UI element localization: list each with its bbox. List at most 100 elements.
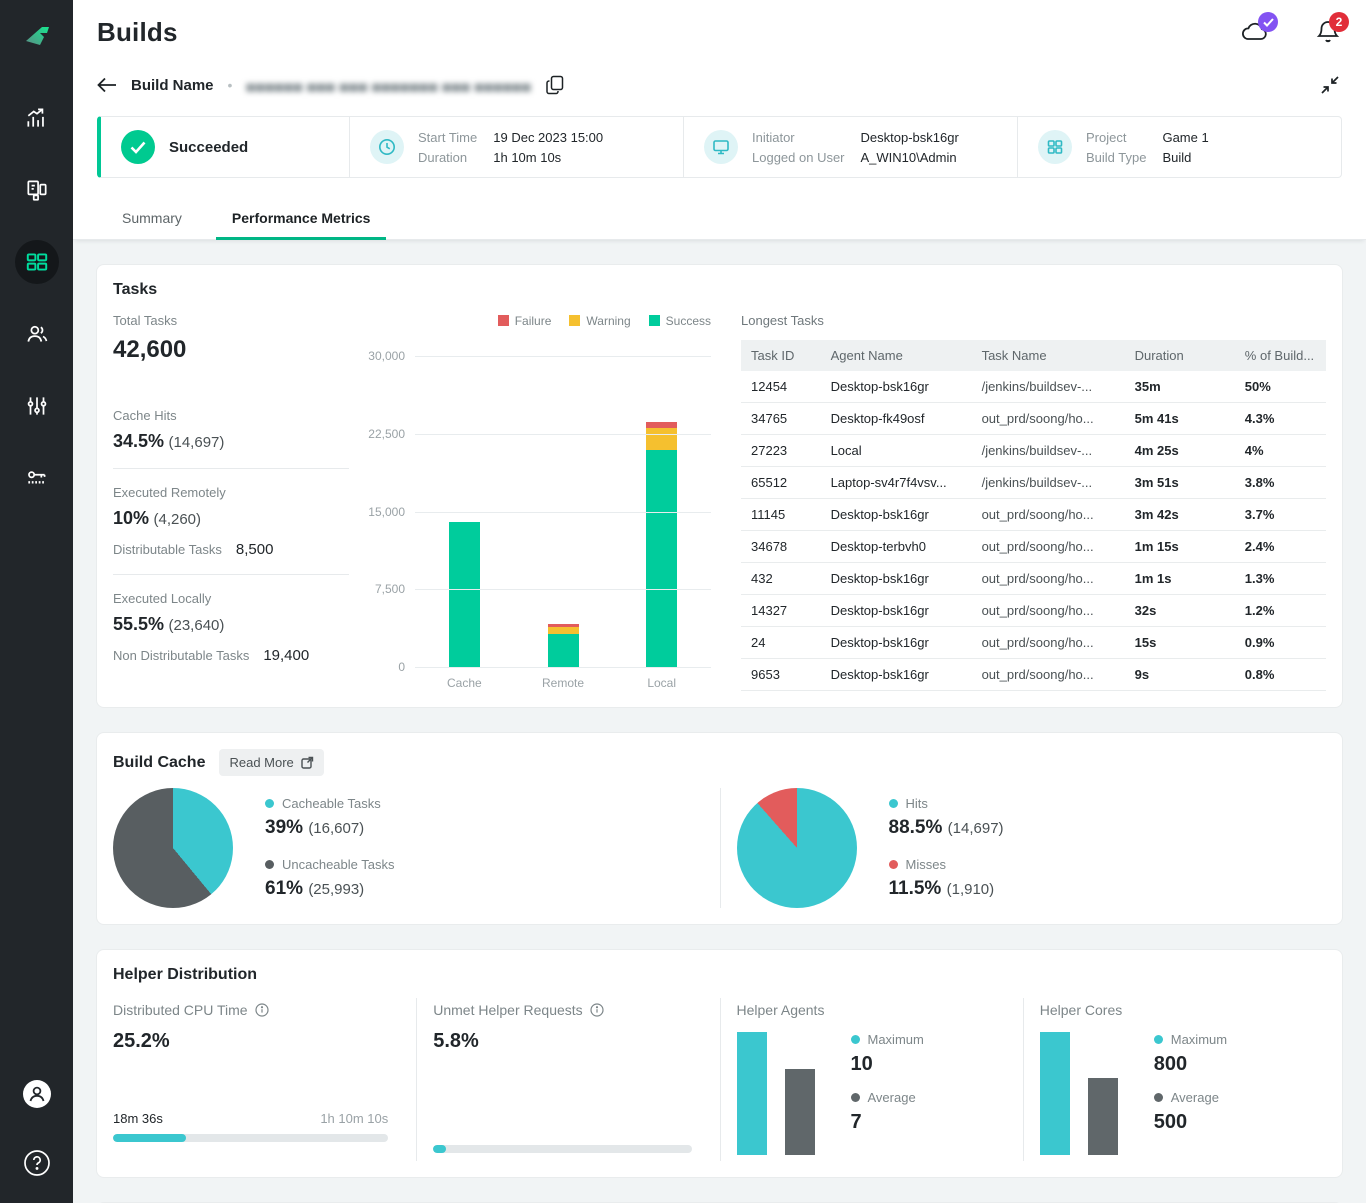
tab-performance-metrics[interactable]: Performance Metrics xyxy=(215,200,386,240)
y-tick-label: 30,000 xyxy=(368,349,405,363)
legend-dot xyxy=(888,860,898,869)
sidebar-nav xyxy=(14,96,59,500)
y-tick-label: 7,500 xyxy=(374,582,405,597)
cache-hits-pie-chart xyxy=(736,788,857,908)
bar-segment-success xyxy=(547,634,579,668)
tasks-bar-yaxis: 0 7,500 15,000 22,500 30,000 xyxy=(363,349,415,674)
cacheable-pie-chart xyxy=(113,788,233,908)
sidebar-item-analytics[interactable] xyxy=(15,96,59,140)
gridline xyxy=(415,356,711,357)
cpu-time-progress-bar xyxy=(113,1134,389,1142)
cell-id: 65512 xyxy=(741,466,821,499)
main-area: Builds xyxy=(73,0,1366,1203)
table-row[interactable]: 12454 Desktop-bsk16gr/jenkins/buildsev-..… xyxy=(741,371,1326,403)
table-row[interactable]: 11145 Desktop-bsk16gr out_prd/soong/ho... 3… xyxy=(741,498,1326,531)
unmet-requests-value: 5.8% xyxy=(433,1030,479,1052)
table-row[interactable]: 14327 Desktop-bsk16gr out_prd/soong/ho... 3… xyxy=(741,594,1326,627)
cell-agent: Desktop-bsk16gr xyxy=(820,658,972,691)
read-more-button[interactable]: Read More xyxy=(219,749,324,776)
table-row[interactable]: 34765 Desktop-fk49osf out_prd/soong/ho... 5… xyxy=(741,402,1326,435)
column-header-pct-of-build[interactable]: % of Build... xyxy=(1234,340,1326,371)
legend-dot xyxy=(850,1035,860,1044)
legend-pct: 11.5% xyxy=(888,878,942,899)
bar-segment-failure xyxy=(547,624,579,627)
separator-dot: • xyxy=(227,77,233,93)
legend-item-average: Average 7 xyxy=(850,1090,924,1134)
column-header-task-name[interactable]: Task Name xyxy=(971,340,1125,371)
legend-label: Hits xyxy=(905,796,928,811)
incredibuild-logo[interactable] xyxy=(0,0,73,72)
legend-item-failure: Failure xyxy=(497,314,551,328)
field-label: Logged on User xyxy=(752,149,845,165)
cell-pct: 0.8% xyxy=(1234,658,1326,691)
table-row[interactable]: 24 Desktop-bsk16gr out_prd/soong/ho... 15s 0… xyxy=(741,626,1326,659)
copy-icon[interactable] xyxy=(545,75,564,95)
bar-local[interactable]: Local xyxy=(612,357,711,690)
cell-duration: 1m 1s xyxy=(1124,562,1235,595)
legend-count: (14,697) xyxy=(947,820,1004,837)
longest-tasks-label: Longest Tasks xyxy=(741,313,824,328)
column-header-agent-name[interactable]: Agent Name xyxy=(820,340,972,371)
tab-summary[interactable]: Summary xyxy=(122,210,182,226)
table-row[interactable]: 27223 Local/jenkins/buildsev-... 4m 25s 4% xyxy=(741,434,1326,467)
legend-item-cacheable: Cacheable Tasks 39% (16,607) xyxy=(265,796,395,839)
cell-id: 34678 xyxy=(741,530,821,563)
distributed-cpu-block: Distributed CPU Time 25.2% 18m 36s 1h 10… xyxy=(113,998,416,1161)
notifications-button[interactable]: 2 xyxy=(1316,12,1349,45)
executed-remotely-count: (4,260) xyxy=(153,511,202,528)
legend-item-misses: Misses 11.5% (1,910) xyxy=(888,857,1004,900)
help-icon[interactable] xyxy=(23,1149,51,1177)
collapse-icon[interactable] xyxy=(1320,75,1340,95)
project-grid-icon xyxy=(1038,130,1072,164)
cell-agent: Desktop-bsk16gr xyxy=(820,371,972,403)
info-icon[interactable] xyxy=(254,1003,269,1017)
table-row[interactable]: 9653 Desktop-bsk16gr out_prd/soong/ho... 9s… xyxy=(741,658,1326,691)
bar-segment-failure xyxy=(646,422,678,428)
avatar[interactable] xyxy=(22,1079,52,1109)
project-section: Project Game 1 Build Type Build xyxy=(1017,117,1341,177)
cell-duration: 1m 15s xyxy=(1124,530,1235,563)
column-header-task-id[interactable]: Task ID xyxy=(741,340,821,371)
legend-count: (1,910) xyxy=(946,881,995,898)
cell-pct: 2.4% xyxy=(1234,530,1326,563)
cell-agent: Laptop-sv4r7f4vsv... xyxy=(820,466,972,499)
executed-remotely-pct: 10% xyxy=(113,508,150,528)
sidebar-item-users[interactable] xyxy=(15,312,59,356)
avg-bar xyxy=(1087,1078,1118,1155)
sidebar-item-agents[interactable] xyxy=(15,168,59,212)
cell-task: out_prd/soong/ho... xyxy=(971,562,1125,595)
avg-bar xyxy=(784,1069,815,1155)
legend-item-maximum: Maximum 800 xyxy=(1153,1032,1227,1076)
cell-agent: Desktop-bsk16gr xyxy=(820,498,972,531)
bar-segment-success xyxy=(646,450,678,668)
agents-icon xyxy=(24,177,50,203)
y-tick-label: 0 xyxy=(398,660,405,674)
column-header-duration[interactable]: Duration xyxy=(1124,340,1235,371)
field-label: Project xyxy=(1086,129,1127,145)
cell-agent: Desktop-bsk16gr xyxy=(820,626,972,659)
back-arrow-icon[interactable] xyxy=(97,77,117,93)
legend-pct: 39% xyxy=(265,817,304,838)
cell-pct: 50% xyxy=(1234,371,1326,403)
analytics-icon xyxy=(24,105,50,131)
check-circle-icon xyxy=(121,130,155,164)
x-tick-label: Cache xyxy=(446,676,482,690)
info-icon[interactable] xyxy=(590,1003,604,1017)
monitor-icon xyxy=(704,130,738,164)
sidebar-item-license[interactable] xyxy=(15,456,59,500)
table-row[interactable]: 65512 Laptop-sv4r7f4vsv.../jenkins/builds… xyxy=(741,466,1326,499)
table-row[interactable]: 34678 Desktop-terbvh0 out_prd/soong/ho... 1… xyxy=(741,530,1326,563)
cell-pct: 0.9% xyxy=(1234,626,1326,659)
cloud-sync-button[interactable] xyxy=(1240,12,1278,44)
bar-remote[interactable]: Remote xyxy=(514,357,613,690)
legend-item-warning: Warning xyxy=(569,314,631,328)
helper-distribution-card: Helper Distribution Distributed CPU Time… xyxy=(96,949,1343,1178)
cache-hits-count: (14,697) xyxy=(168,434,225,451)
cell-task: out_prd/soong/ho... xyxy=(971,498,1125,531)
sidebar-item-settings[interactable] xyxy=(15,384,59,428)
legend-item-uncacheable: Uncacheable Tasks 61% (25,993) xyxy=(265,857,395,900)
bar-cache[interactable]: Cache xyxy=(415,357,514,690)
table-row[interactable]: 432 Desktop-bsk16gr out_prd/soong/ho... 1m … xyxy=(741,562,1326,595)
field-value: A_WIN10\Admin xyxy=(860,149,957,165)
sidebar-item-builds[interactable] xyxy=(14,240,59,284)
